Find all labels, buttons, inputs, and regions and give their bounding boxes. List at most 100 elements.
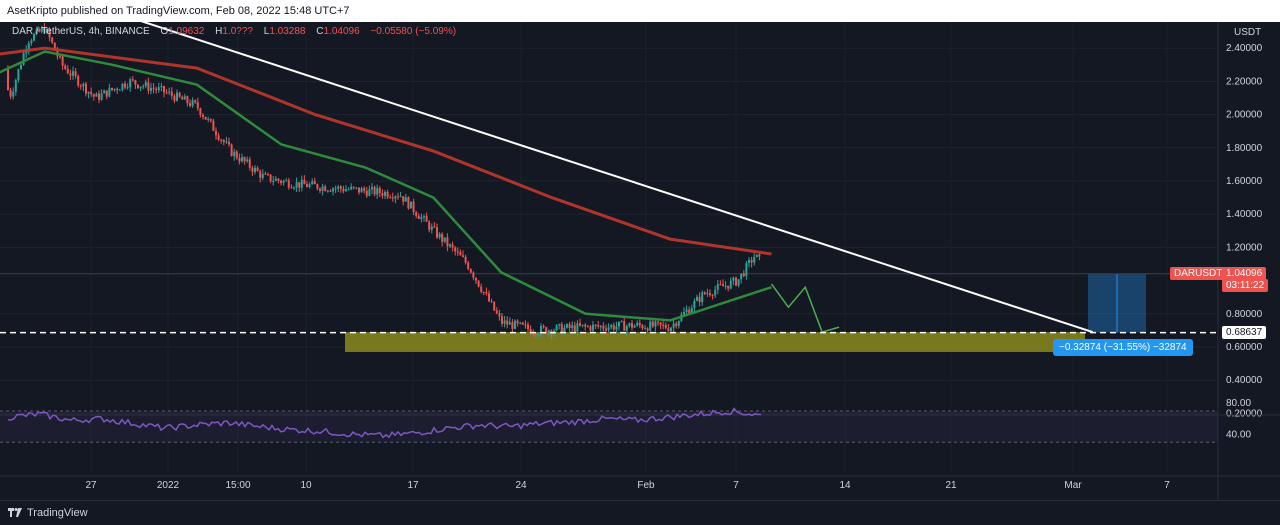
price-range-measure-label[interactable]: −0.32874 (−31.55%) −32874 — [1053, 339, 1193, 356]
candle-body — [233, 151, 236, 156]
candle-body — [449, 244, 451, 247]
rsi-band — [0, 411, 1218, 443]
candle-body — [514, 320, 516, 329]
candle-body — [150, 87, 152, 91]
chart-area[interactable]: 2.40000 2.20000 2.00000 1.80000 1.60000 1.400… — [0, 22, 1280, 500]
time-tick-label: 2022 — [157, 480, 180, 491]
support-level-tag: 0.68637 — [1222, 326, 1267, 339]
candle-body — [373, 186, 376, 195]
candle-body — [33, 33, 35, 41]
candle-body — [415, 212, 418, 216]
currency-label[interactable]: USDT — [1234, 27, 1262, 38]
candle-body — [64, 65, 67, 69]
candle-body — [758, 254, 761, 257]
candle-body — [597, 324, 600, 327]
candle-body — [74, 71, 77, 76]
footer-bar: TradingView — [0, 500, 1280, 525]
time-tick-label: 21 — [945, 480, 957, 491]
candle-body — [703, 292, 706, 294]
candle-body — [566, 324, 568, 328]
brand-name[interactable]: TradingView — [27, 507, 88, 519]
ema-short-line — [0, 50, 772, 322]
candle-body — [300, 179, 303, 188]
candle-body — [602, 325, 605, 329]
price-tick-label: 1.40000 — [1226, 209, 1263, 220]
time-tick-label: 7 — [1164, 480, 1170, 491]
candle-body — [160, 85, 163, 88]
candle-body — [423, 216, 425, 218]
candle-body — [709, 293, 711, 296]
candle-body — [222, 140, 225, 143]
symbol-name[interactable]: DAR / TetherUS, 4h, BINANCE — [12, 26, 150, 37]
candle-body — [308, 184, 311, 188]
candle-body — [605, 328, 607, 331]
candle-body — [540, 326, 542, 334]
support-zone — [345, 332, 1085, 352]
candle-body — [646, 328, 649, 331]
candle-body — [394, 196, 397, 199]
candle-body — [547, 330, 550, 334]
candle-body — [248, 159, 251, 168]
candle-body — [727, 285, 730, 289]
candle-body — [560, 324, 563, 333]
published-header: AsetKripto published on TradingView.com,… — [0, 0, 1280, 22]
candle-body — [456, 251, 459, 253]
close-value: 1.04096 — [323, 26, 360, 37]
candle-body — [612, 325, 615, 330]
candle-body — [519, 322, 522, 324]
candle-body — [425, 216, 428, 222]
candle-body — [488, 293, 490, 302]
candle-body — [701, 292, 704, 303]
candle-body — [319, 188, 321, 191]
price-tick-label: 0.60000 — [1226, 342, 1263, 353]
candle-body — [638, 322, 641, 326]
candle-body — [607, 327, 610, 331]
candle-body — [9, 90, 12, 97]
candle-body — [644, 328, 646, 330]
candle-body — [683, 311, 685, 315]
candle-body — [38, 29, 41, 32]
candle-body — [654, 321, 657, 327]
candle-body — [501, 316, 503, 324]
candle-body — [568, 324, 571, 329]
candle-body — [532, 333, 535, 335]
candle-body — [576, 323, 579, 332]
candle-body — [355, 187, 358, 189]
candle-body — [410, 201, 412, 209]
candle-body — [555, 325, 558, 331]
candle-body — [462, 255, 464, 257]
candle-body — [105, 90, 108, 97]
candle-body — [238, 158, 241, 162]
candle-body — [324, 186, 327, 192]
time-tick-label: 24 — [515, 480, 527, 491]
candle-body — [490, 301, 493, 303]
candle-body — [506, 320, 509, 325]
candle-body — [103, 90, 106, 94]
candle-body — [571, 325, 574, 329]
time-tick-label: Feb — [637, 480, 655, 491]
candle-body — [755, 254, 758, 258]
candle-body — [472, 272, 475, 278]
candle-body — [165, 92, 168, 94]
candle-body — [191, 100, 194, 106]
candle-body — [745, 263, 748, 277]
symbol-price-tag: DARUSDT — [1170, 267, 1227, 280]
candle-body — [737, 279, 740, 286]
candle-body — [230, 144, 233, 156]
low-value: 1.03288 — [269, 26, 306, 37]
candle-body — [163, 85, 165, 93]
candle-body — [66, 68, 69, 74]
candle-body — [209, 118, 212, 121]
candle-body — [623, 321, 626, 331]
candle-body — [53, 42, 56, 51]
candle-body — [152, 87, 155, 89]
candle-body — [706, 293, 709, 295]
candle-body — [542, 326, 545, 328]
candle-body — [7, 68, 9, 91]
low-label: L — [263, 26, 270, 37]
projection-path — [770, 283, 840, 334]
candle-body — [202, 115, 204, 117]
candle-body — [295, 182, 298, 188]
candle-body — [480, 286, 483, 292]
candle-body — [124, 83, 126, 88]
